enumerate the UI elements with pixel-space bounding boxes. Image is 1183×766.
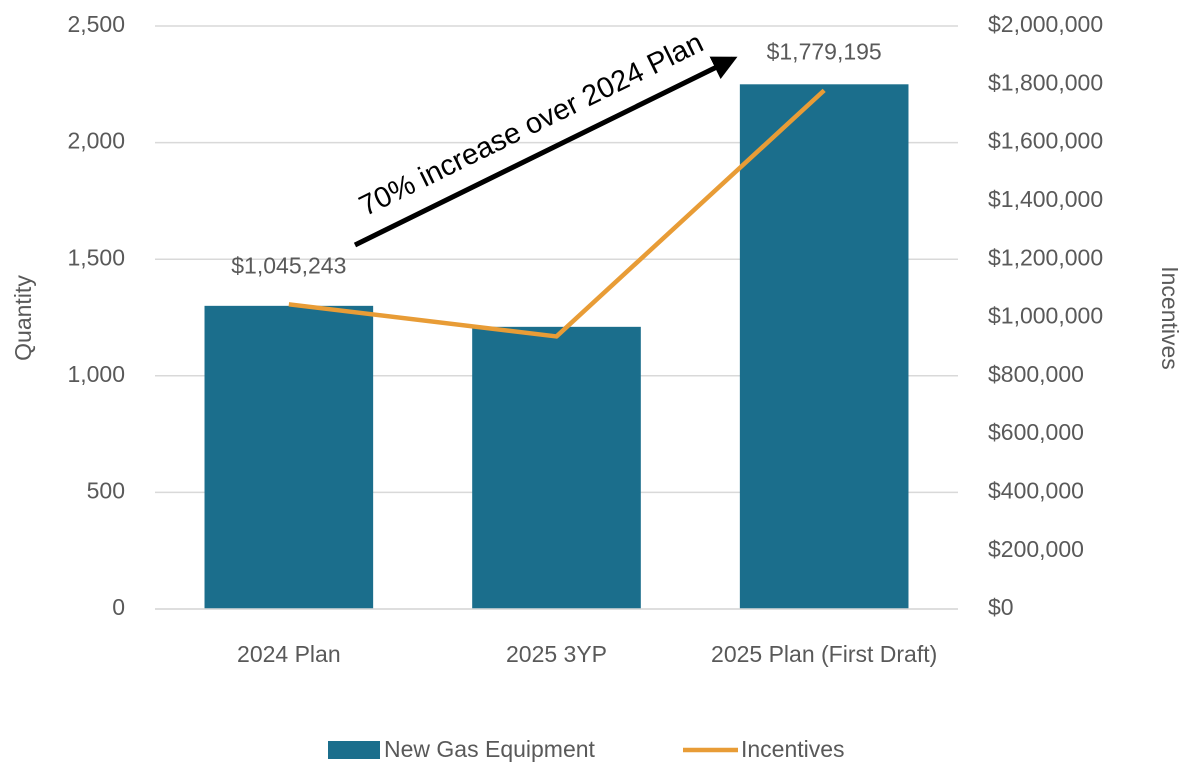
- y-tick-label: 2,500: [67, 11, 125, 37]
- y2-tick-label: $1,200,000: [988, 244, 1103, 270]
- y2-axis-title: Incentives: [1157, 266, 1183, 370]
- legend-label: New Gas Equipment: [384, 736, 596, 762]
- y-tick-label: 1,000: [67, 361, 125, 387]
- y2-tick-label: $800,000: [988, 361, 1084, 387]
- y-tick-label: 0: [112, 594, 125, 620]
- y2-tick-label: $0: [988, 594, 1014, 620]
- y2-tick-label: $1,400,000: [988, 186, 1103, 212]
- y2-tick-label: $2,000,000: [988, 11, 1103, 37]
- annotation-arrow: [353, 56, 738, 248]
- annotation: 70% increase over 2024 Plan: [354, 27, 708, 223]
- y2-tick-label: $1,600,000: [988, 128, 1103, 154]
- x-tick-label: 2025 3YP: [505, 641, 608, 667]
- y2-tick-label: $600,000: [988, 419, 1084, 445]
- data-label: $1,779,195: [767, 38, 882, 64]
- legend-swatch: [328, 741, 380, 759]
- y2-tick-label: $1,000,000: [988, 303, 1103, 329]
- data-label: $1,045,243: [231, 252, 346, 278]
- legend-label: Incentives: [741, 736, 845, 762]
- y-tick-label: 2,000: [67, 128, 125, 154]
- y2-tick-label: $400,000: [988, 477, 1084, 503]
- bar: [739, 84, 909, 610]
- bar: [472, 326, 641, 609]
- y-tick-label: 1,500: [67, 244, 125, 270]
- x-tick-label: 2024 Plan: [237, 641, 341, 667]
- bar: [204, 305, 374, 609]
- y-tick-label: 500: [87, 477, 125, 503]
- y2-tick-label: $200,000: [988, 536, 1084, 562]
- y-axis-title: Quantity: [10, 275, 36, 361]
- y2-tick-label: $1,800,000: [988, 69, 1103, 95]
- line: [288, 88, 826, 339]
- x-tick-label: 2025 Plan (First Draft): [711, 641, 938, 667]
